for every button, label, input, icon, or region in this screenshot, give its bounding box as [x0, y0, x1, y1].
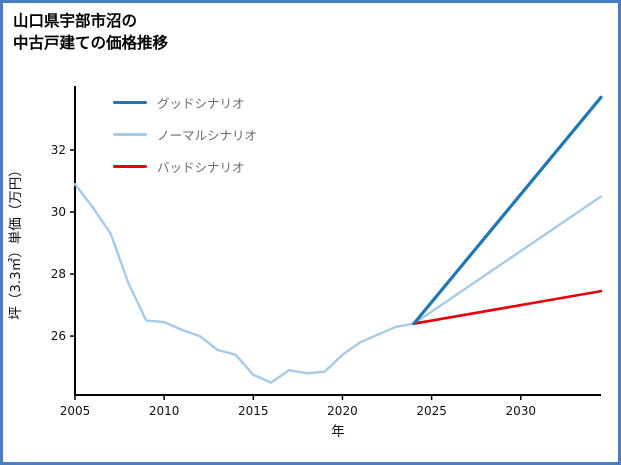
- chart-title: 山口県宇部市沼の 中古戸建ての価格推移: [13, 10, 168, 54]
- legend-item-normal-scenario: ノーマルシナリオ: [113, 125, 257, 144]
- svg-text:26: 26: [51, 329, 66, 343]
- legend-line-bad-scenario: [113, 165, 147, 168]
- price-trend-line-chart: 2005 2010 2015 2020 2025 2030 26 28 30 32 年 坪（3.3㎡）…: [8, 86, 603, 440]
- svg-text:32: 32: [51, 143, 66, 157]
- legend-label-good-scenario: グッドシナリオ: [157, 96, 245, 111]
- svg-text:年: 年: [331, 424, 345, 440]
- svg-text:2030: 2030: [505, 404, 536, 418]
- legend-label-bad-scenario: バッドシナリオ: [157, 160, 245, 175]
- svg-text:2010: 2010: [149, 404, 180, 418]
- legend-item-bad-scenario: バッドシナリオ: [113, 157, 257, 176]
- svg-text:2015: 2015: [238, 404, 269, 418]
- legend-line-normal-scenario: [113, 133, 147, 136]
- svg-text:30: 30: [51, 205, 66, 219]
- svg-text:28: 28: [51, 267, 66, 281]
- legend: グッドシナリオ ノーマルシナリオ バッドシナリオ: [113, 93, 257, 189]
- svg-text:2020: 2020: [327, 404, 358, 418]
- legend-label-normal-scenario: ノーマルシナリオ: [157, 128, 258, 143]
- svg-text:2025: 2025: [416, 404, 447, 418]
- svg-text:坪（3.3㎡）単価（万円）: 坪（3.3㎡）単価（万円）: [8, 163, 24, 319]
- legend-line-good-scenario: [113, 101, 147, 104]
- chart-title-line2: 中古戸建ての価格推移: [13, 34, 169, 52]
- chart-title-line1: 山口県宇部市沼の: [13, 12, 138, 30]
- svg-text:2005: 2005: [60, 404, 91, 418]
- legend-item-good-scenario: グッドシナリオ: [113, 93, 257, 112]
